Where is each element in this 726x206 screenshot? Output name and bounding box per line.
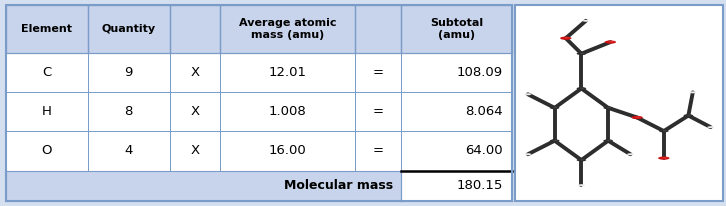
Circle shape: [707, 126, 714, 128]
Bar: [355, 92, 401, 131]
Circle shape: [603, 107, 613, 109]
Circle shape: [580, 53, 584, 54]
Text: =: =: [372, 144, 384, 157]
Circle shape: [564, 37, 569, 39]
Bar: [355, 53, 401, 92]
Text: C: C: [42, 66, 52, 79]
Text: Average atomic
mass (amu): Average atomic mass (amu): [239, 18, 336, 40]
Bar: [88, 53, 170, 92]
Bar: [220, 5, 355, 53]
Bar: [220, 53, 355, 92]
Circle shape: [658, 157, 669, 160]
Circle shape: [553, 107, 558, 108]
Bar: [355, 131, 401, 171]
Text: 64.00: 64.00: [465, 144, 503, 157]
Circle shape: [576, 87, 586, 90]
Bar: [6, 5, 512, 201]
Circle shape: [684, 114, 693, 117]
Circle shape: [710, 126, 713, 127]
Bar: [401, 131, 512, 171]
Text: X: X: [190, 144, 199, 157]
Text: X: X: [190, 105, 199, 118]
Text: 12.01: 12.01: [269, 66, 306, 79]
Bar: [170, 53, 220, 92]
Text: Molecular mass: Molecular mass: [284, 179, 393, 192]
Bar: [88, 131, 170, 171]
Text: 8: 8: [125, 105, 133, 118]
Text: =: =: [372, 105, 384, 118]
Bar: [401, 5, 512, 53]
Text: Subtotal
(amu): Subtotal (amu): [430, 18, 484, 40]
Circle shape: [585, 20, 588, 21]
Text: 16.00: 16.00: [269, 144, 306, 157]
Circle shape: [627, 153, 634, 155]
Circle shape: [603, 139, 613, 142]
Circle shape: [553, 140, 558, 141]
Circle shape: [609, 41, 614, 42]
Text: O: O: [41, 144, 52, 157]
Bar: [401, 53, 512, 92]
Circle shape: [690, 91, 696, 93]
Bar: [6, 171, 401, 201]
Bar: [220, 92, 355, 131]
Circle shape: [576, 52, 586, 55]
Text: 108.09: 108.09: [457, 66, 503, 79]
Text: 8.064: 8.064: [465, 105, 503, 118]
Text: =: =: [372, 66, 384, 79]
Circle shape: [635, 116, 641, 118]
Bar: [6, 131, 88, 171]
Bar: [355, 5, 401, 53]
Text: H: H: [42, 105, 52, 118]
Bar: [515, 5, 723, 201]
Bar: [88, 92, 170, 131]
Circle shape: [524, 93, 531, 95]
Circle shape: [687, 115, 691, 116]
Text: 180.15: 180.15: [457, 179, 503, 192]
Bar: [88, 5, 170, 53]
Circle shape: [580, 159, 584, 160]
Circle shape: [560, 37, 571, 40]
Circle shape: [578, 184, 585, 186]
Circle shape: [662, 157, 667, 158]
Circle shape: [607, 107, 611, 108]
Bar: [170, 92, 220, 131]
Circle shape: [607, 140, 611, 141]
Circle shape: [605, 40, 616, 44]
Text: X: X: [190, 66, 199, 79]
Bar: [6, 5, 512, 201]
Text: Quantity: Quantity: [102, 24, 156, 34]
Text: Element: Element: [21, 24, 73, 34]
Circle shape: [576, 159, 586, 162]
Bar: [401, 171, 512, 201]
Circle shape: [550, 139, 560, 142]
Bar: [6, 53, 88, 92]
Bar: [170, 5, 220, 53]
Bar: [170, 131, 220, 171]
Circle shape: [550, 107, 560, 109]
Circle shape: [527, 94, 530, 95]
Bar: [220, 131, 355, 171]
Bar: [6, 92, 88, 131]
Circle shape: [524, 153, 531, 155]
Bar: [401, 92, 512, 131]
Circle shape: [632, 116, 643, 119]
Text: 9: 9: [125, 66, 133, 79]
Text: 1.008: 1.008: [269, 105, 306, 118]
Circle shape: [663, 130, 667, 131]
Circle shape: [580, 88, 584, 89]
Bar: [6, 5, 88, 53]
Circle shape: [659, 130, 669, 132]
Text: 4: 4: [125, 144, 133, 157]
Circle shape: [582, 20, 590, 22]
